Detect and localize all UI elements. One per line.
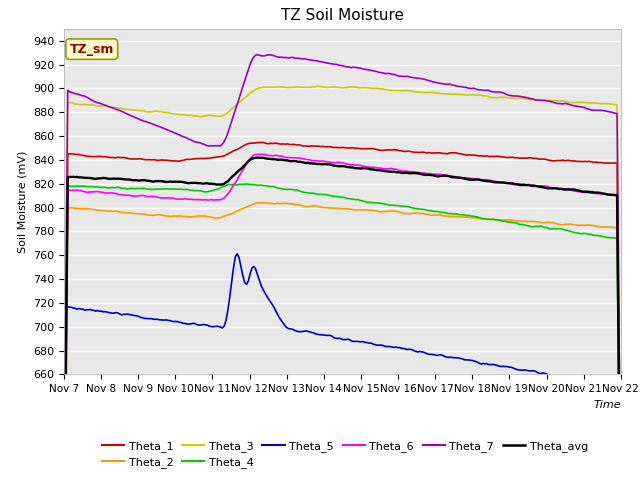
Text: TZ_sm: TZ_sm [70,43,114,56]
X-axis label: Time: Time [593,400,621,409]
Title: TZ Soil Moisture: TZ Soil Moisture [281,9,404,24]
Y-axis label: Soil Moisture (mV): Soil Moisture (mV) [17,150,28,253]
Legend: Theta_1, Theta_2, Theta_3, Theta_4, Theta_5, Theta_6, Theta_7, Theta_avg: Theta_1, Theta_2, Theta_3, Theta_4, Thet… [97,436,593,472]
